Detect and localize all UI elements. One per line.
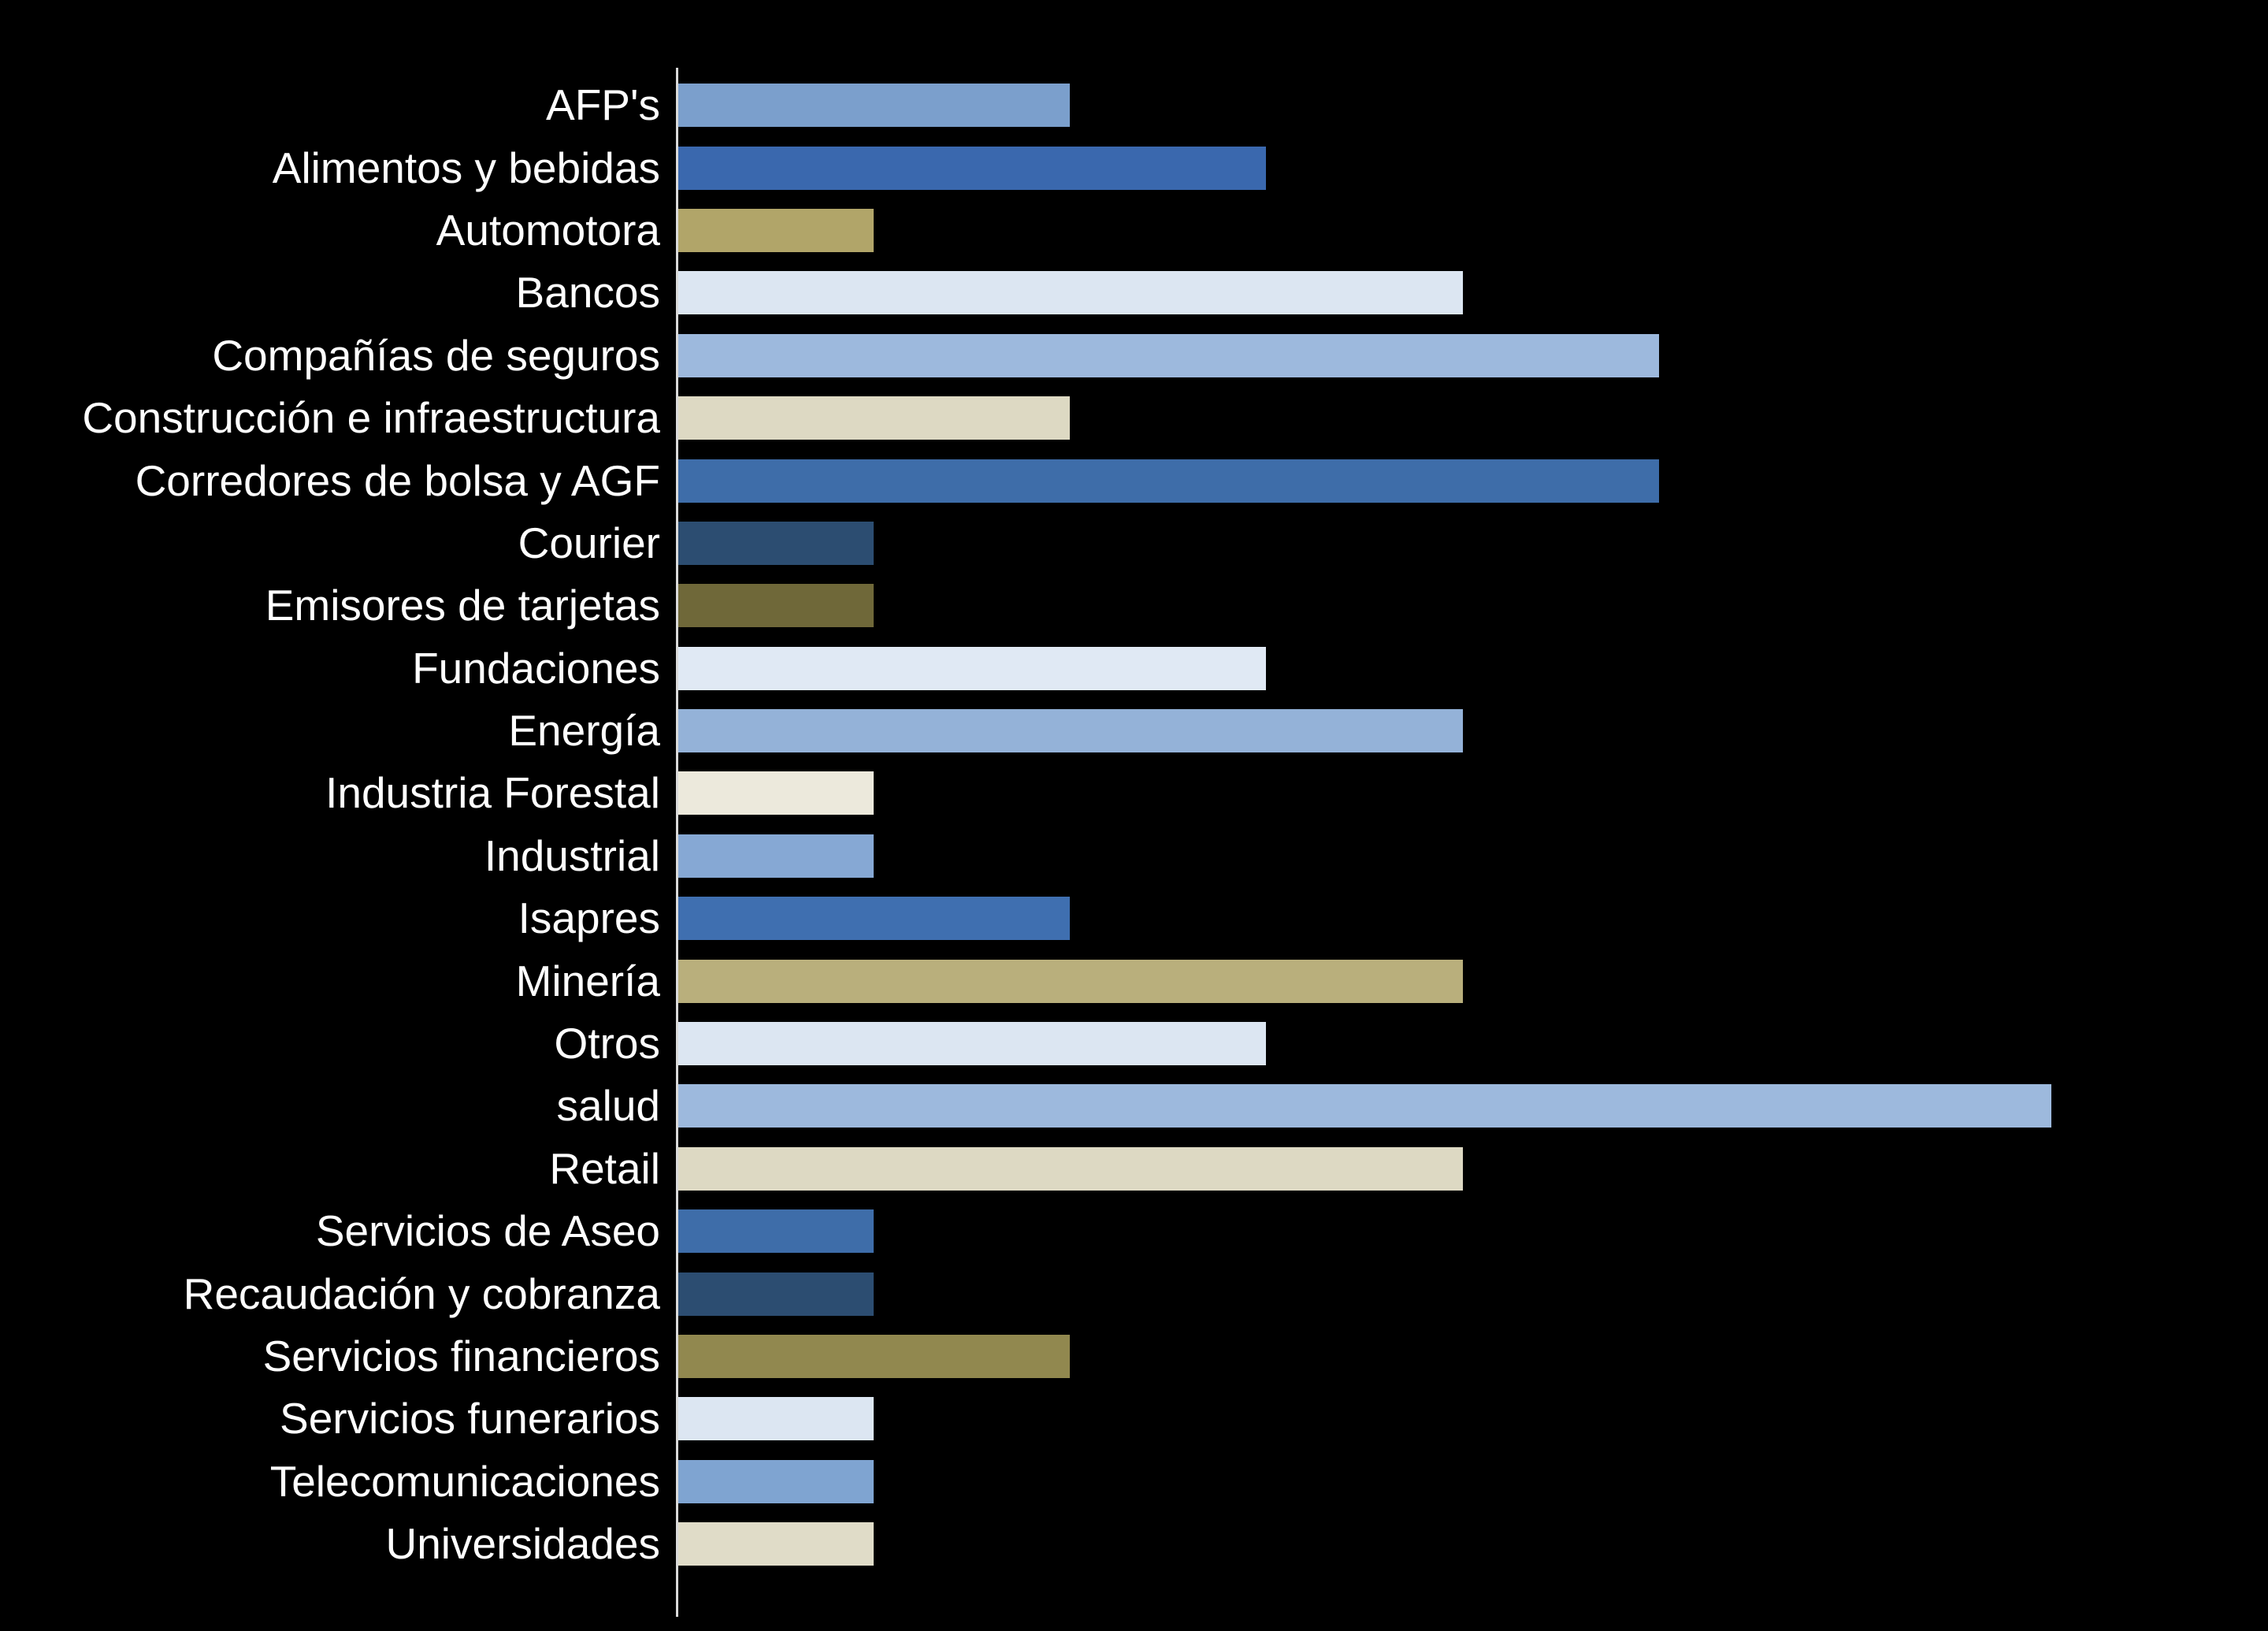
chart-row: Courier <box>0 512 2268 574</box>
chart-row: Bancos <box>0 262 2268 324</box>
bar-track <box>677 333 2051 377</box>
bar <box>677 333 1659 377</box>
bar-track <box>677 584 2051 628</box>
bar <box>677 646 1267 690</box>
bar-track <box>677 959 2051 1003</box>
chart-row: Industria Forestal <box>0 762 2268 824</box>
bar-track <box>677 1397 2051 1441</box>
bar <box>677 1272 874 1316</box>
bar-track <box>677 897 2051 941</box>
category-label: Servicios funerarios <box>280 1394 660 1443</box>
category-label: Isapres <box>518 894 660 943</box>
bar-track <box>677 1209 2051 1254</box>
bar-track <box>677 1335 2051 1378</box>
bar <box>677 834 874 878</box>
bar-track <box>677 396 2051 440</box>
chart-row: Otros <box>0 1012 2268 1075</box>
category-label: Telecomunicaciones <box>269 1456 660 1506</box>
chart-row: Isapres <box>0 887 2268 949</box>
chart-row: Alimentos y bebidas <box>0 136 2268 199</box>
bar <box>677 959 1463 1003</box>
bar <box>677 1084 2051 1128</box>
bar-track <box>677 521 2051 565</box>
category-label: Emisores de tarjetas <box>265 581 660 630</box>
bar <box>677 1146 1463 1191</box>
bar <box>677 459 1659 503</box>
category-label: Industrial <box>484 830 660 880</box>
chart-row: Minería <box>0 949 2268 1012</box>
category-label: Universidades <box>385 1519 660 1569</box>
category-label: Industria Forestal <box>325 768 660 818</box>
chart-row: Retail <box>0 1138 2268 1200</box>
bar <box>677 146 1267 190</box>
chart-row: Industrial <box>0 825 2268 887</box>
chart-row: Compañías de seguros <box>0 325 2268 387</box>
bar <box>677 1397 874 1441</box>
chart-row: salud <box>0 1075 2268 1137</box>
bar-track <box>677 459 2051 503</box>
category-label: Retail <box>549 1143 660 1193</box>
category-label: Automotora <box>436 205 660 254</box>
chart-row: Construcción e infraestructura <box>0 387 2268 449</box>
bar-track <box>677 646 2051 690</box>
category-label: Minería <box>515 956 660 1005</box>
bar <box>677 1335 1071 1378</box>
category-label: Energía <box>508 706 660 756</box>
bar-track <box>677 1272 2051 1316</box>
bar <box>677 521 874 565</box>
chart-row: Recaudación y cobranza <box>0 1262 2268 1324</box>
category-label: Otros <box>554 1019 660 1068</box>
category-label: Alimentos y bebidas <box>272 143 660 192</box>
chart-row: Servicios funerarios <box>0 1388 2268 1450</box>
chart-row: Energía <box>0 700 2268 762</box>
bar-track <box>677 84 2051 128</box>
category-label: Construcción e infraestructura <box>82 393 660 443</box>
chart-row: Universidades <box>0 1513 2268 1575</box>
category-label: Compañías de seguros <box>212 330 660 380</box>
bar-track <box>677 771 2051 816</box>
chart-rows: AFP's Alimentos y bebidas Automotora Bancos… <box>0 74 2268 1575</box>
category-label: Courier <box>518 518 660 567</box>
bar <box>677 709 1463 753</box>
bar-track <box>677 1459 2051 1503</box>
bar-track <box>677 709 2051 753</box>
bar <box>677 1209 874 1254</box>
bar <box>677 1022 1267 1066</box>
category-label: salud <box>556 1081 660 1131</box>
category-label: Recaudación y cobranza <box>183 1269 660 1318</box>
bar-track <box>677 834 2051 878</box>
bar <box>677 1459 874 1503</box>
bar <box>677 771 874 816</box>
chart-row: AFP's <box>0 74 2268 136</box>
chart-row: Automotora <box>0 199 2268 262</box>
bar-track <box>677 271 2051 315</box>
bar <box>677 84 1071 128</box>
y-axis-line <box>676 68 678 1617</box>
chart-row: Telecomunicaciones <box>0 1451 2268 1513</box>
category-label: Servicios financieros <box>262 1332 660 1380</box>
bar <box>677 208 874 252</box>
bar-track <box>677 1084 2051 1128</box>
chart-row: Fundaciones <box>0 637 2268 700</box>
category-label: Bancos <box>515 268 660 318</box>
bar <box>677 584 874 628</box>
bar <box>677 271 1463 315</box>
bar-track <box>677 1022 2051 1066</box>
bar <box>677 897 1071 941</box>
category-label: Fundaciones <box>412 643 660 693</box>
bar-track <box>677 146 2051 190</box>
chart-row: Emisores de tarjetas <box>0 574 2268 637</box>
chart-row: Corredores de bolsa y AGF <box>0 449 2268 511</box>
bar <box>677 1522 874 1566</box>
bar <box>677 396 1071 440</box>
category-label: Corredores de bolsa y AGF <box>135 455 660 505</box>
chart-row: Servicios financieros <box>0 1325 2268 1388</box>
bar-track <box>677 208 2051 252</box>
category-label: Servicios de Aseo <box>315 1206 660 1256</box>
bar-track <box>677 1146 2051 1191</box>
bar-track <box>677 1522 2051 1566</box>
category-label: AFP's <box>546 80 660 130</box>
chart-row: Servicios de Aseo <box>0 1200 2268 1262</box>
